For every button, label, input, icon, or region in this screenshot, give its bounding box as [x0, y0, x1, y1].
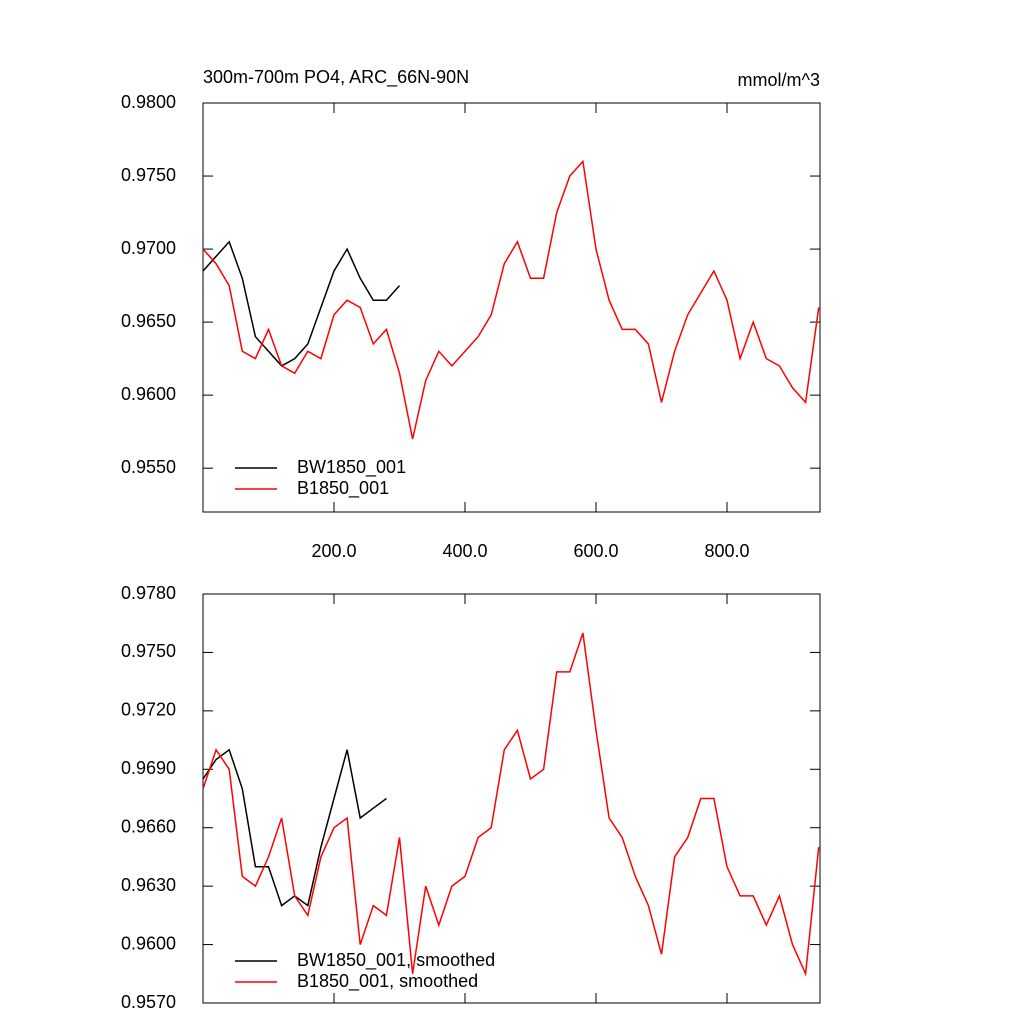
y-tick-label: 0.9550	[121, 457, 176, 477]
y-tick-label: 0.9650	[121, 311, 176, 331]
y-tick-label: 0.9750	[121, 641, 176, 661]
y-tick-label: 0.9800	[121, 92, 176, 112]
y-tick-label: 0.9690	[121, 758, 176, 778]
x-tick-label: 400.0	[442, 541, 487, 561]
legend-label: B1850_001, smoothed	[297, 971, 478, 992]
units-label: mmol/m^3	[738, 70, 820, 90]
y-tick-label: 0.9750	[121, 165, 176, 185]
y-tick-label: 0.9780	[121, 583, 176, 603]
series-line	[202, 748, 387, 907]
y-tick-label: 0.9660	[121, 816, 176, 836]
legend-label: B1850_001	[297, 478, 389, 499]
chart-title: 300m-700m PO4, ARC_66N-90N	[203, 67, 469, 88]
plot-frame	[202, 102, 821, 513]
y-tick-label: 0.9600	[121, 933, 176, 953]
x-tick-label: 800.0	[704, 541, 749, 561]
y-tick-label: 0.9700	[121, 238, 176, 258]
y-tick-label: 0.9600	[121, 384, 176, 404]
legend-label: BW1850_001	[297, 457, 406, 478]
y-tick-label: 0.9720	[121, 700, 176, 720]
x-tick-label: 200.0	[311, 541, 356, 561]
legend-label: BW1850_001, smoothed	[297, 950, 495, 971]
series-line	[202, 632, 820, 977]
series-line	[202, 240, 401, 367]
series-line	[202, 159, 820, 440]
x-tick-label: 600.0	[573, 541, 618, 561]
plot-frame	[202, 593, 821, 1004]
y-tick-label: 0.9570	[121, 992, 176, 1012]
y-tick-label: 0.9630	[121, 875, 176, 895]
